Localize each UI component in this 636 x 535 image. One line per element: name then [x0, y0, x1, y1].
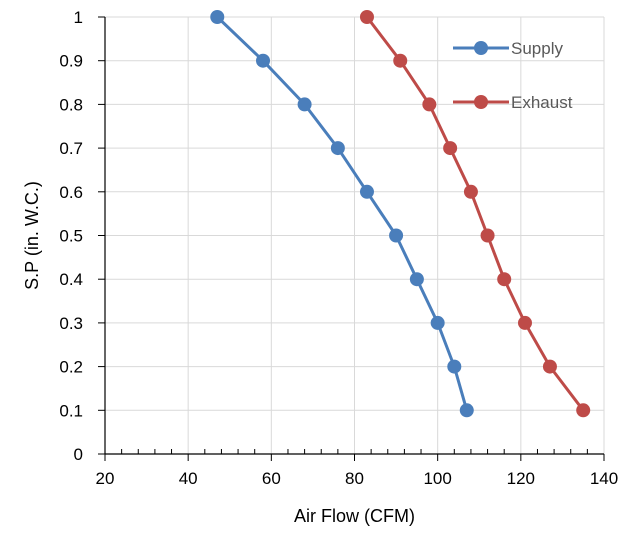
data-point-exhaust	[443, 141, 458, 156]
x-tick-label: 80	[345, 469, 364, 488]
data-point-exhaust	[463, 184, 478, 199]
y-tick-label: 0.6	[59, 183, 83, 202]
legend-layer: Supply Exhaust	[453, 39, 573, 112]
x-tick-label: 60	[262, 469, 281, 488]
x-tick-label: 140	[590, 469, 618, 488]
series-layer	[210, 10, 591, 418]
y-tick-label: 0.2	[59, 358, 83, 377]
data-point-exhaust	[497, 272, 512, 287]
data-point-supply	[389, 228, 404, 243]
y-tick-label: 0.8	[59, 95, 83, 114]
y-tick-label: 0.4	[59, 270, 83, 289]
y-axis-title: S.P (in. W.C.)	[22, 181, 42, 290]
x-tick-label: 120	[507, 469, 535, 488]
data-point-supply	[210, 10, 225, 24]
data-point-supply	[256, 53, 271, 68]
y-tick-label: 1	[74, 8, 83, 27]
y-tick-label: 0.1	[59, 401, 83, 420]
y-tick-label: 0	[74, 445, 83, 464]
axes-layer	[98, 16, 605, 461]
data-point-supply	[359, 184, 374, 199]
data-point-supply	[409, 272, 424, 287]
x-tick-label: 40	[179, 469, 198, 488]
data-point-supply	[330, 141, 345, 156]
data-point-exhaust	[393, 53, 408, 68]
data-point-exhaust	[542, 359, 557, 374]
grid-layer	[105, 16, 605, 454]
y-tick-label: 0.5	[59, 227, 83, 246]
data-point-supply	[447, 359, 462, 374]
data-point-exhaust	[422, 97, 437, 112]
legend-label-exhaust: Exhaust	[511, 93, 573, 112]
data-point-exhaust	[480, 228, 495, 243]
series-line-supply	[216, 15, 469, 411]
data-point-supply	[297, 97, 312, 112]
data-point-exhaust	[517, 315, 532, 330]
y-tick-label: 0.9	[59, 52, 83, 71]
data-point-supply	[459, 403, 474, 418]
legend-marker-supply	[474, 41, 488, 55]
y-tick-label: 0.3	[59, 314, 83, 333]
data-point-exhaust	[359, 10, 374, 24]
x-tick-label: 20	[96, 469, 115, 488]
legend-marker-exhaust	[474, 95, 488, 109]
legend-label-supply: Supply	[511, 39, 563, 58]
y-tick-label: 0.7	[59, 139, 83, 158]
series-line-exhaust	[365, 16, 585, 412]
x-tick-label: 100	[423, 469, 451, 488]
data-point-supply	[430, 315, 445, 330]
x-axis-title: Air Flow (CFM)	[294, 506, 415, 526]
data-point-exhaust	[576, 403, 591, 418]
